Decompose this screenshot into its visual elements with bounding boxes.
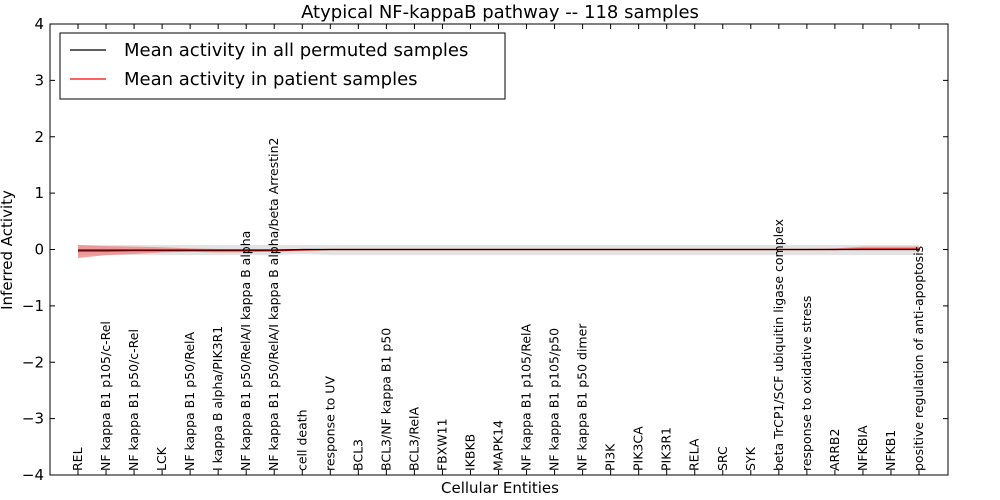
x-tick-label: response to UV [322, 376, 337, 471]
legend-entry: Mean activity in patient samples [124, 69, 418, 90]
patient-band [78, 244, 919, 258]
legend-entry: Mean activity in all permuted samples [124, 40, 468, 61]
x-tick-label: NF kappa B1 p50/RelA/I kappa B alpha [238, 231, 253, 471]
x-tick-label: LCK [154, 446, 169, 471]
x-tick-label: NF kappa B1 p105/p50 [547, 328, 562, 471]
y-tick-label: −2 [22, 353, 44, 371]
y-tick-label: 1 [34, 184, 44, 202]
x-tick-label: NF kappa B1 p50/RelA [182, 331, 197, 471]
chart-title: Atypical NF-kappaB pathway -- 118 sample… [301, 2, 699, 23]
x-tick-label: NFKBIA [855, 425, 870, 471]
y-tick-label: −1 [22, 297, 44, 315]
x-tick-label: BCL3/NF kappa B1 p50 [378, 328, 393, 471]
x-tick-label: PIK3CA [631, 426, 646, 471]
x-tick-label: FBXW11 [434, 418, 449, 471]
x-tick-label: PI3K [603, 443, 618, 471]
x-tick-label: NF kappa B1 p50 dimer [575, 323, 590, 471]
x-axis-label: Cellular Entities [441, 479, 559, 497]
x-tick-label: REL [70, 447, 85, 471]
x-tick-label: MAPK14 [491, 420, 506, 471]
x-tick-label: BCL3 [350, 439, 365, 471]
x-tick-label: RELA [687, 438, 702, 471]
plot-area: −4 −3 −2 −1 0 1 2 3 4 REL NF kappa B1 p105/c-Rel NF… [22, 15, 949, 484]
x-tick-label: SRC [715, 446, 730, 471]
x-tick-label: SYK [743, 446, 758, 471]
y-tick-label: −4 [22, 466, 44, 484]
y-axis-label: Inferred Activity [0, 190, 16, 310]
x-tick-label: IKBKB [462, 434, 477, 471]
x-tick-label: NF kappa B1 p50/c-Rel [126, 329, 141, 471]
x-tick-label: NF kappa B1 p50/RelA/I kappa B alpha/bet… [266, 138, 281, 472]
y-tick-label: −3 [22, 410, 44, 428]
x-tick-label: NFKB1 [883, 430, 898, 471]
legend-box [59, 32, 506, 100]
x-tick-label: beta TrCP1/SCF ubiquitin ligase complex [771, 219, 786, 471]
x-tick-label: I kappa B alpha/PIK3R1 [210, 326, 225, 471]
x-tick-label: ARRB2 [827, 429, 842, 471]
x-tick-label: BCL3/RelA [406, 407, 421, 471]
y-tick-label: 4 [34, 15, 44, 33]
x-tick-label: positive regulation of anti-apoptosis [911, 246, 926, 471]
x-tick-label: cell death [294, 409, 309, 471]
y-tick-label: 2 [34, 128, 44, 146]
x-tick-label: PIK3R1 [659, 427, 674, 471]
y-tick-label: 0 [34, 241, 44, 259]
y-tick-label: 3 [34, 71, 44, 89]
legend: Mean activity in all permuted samples Mea… [59, 32, 506, 100]
series-line-permuted [78, 248, 919, 251]
x-tick-label: NF kappa B1 p105/c-Rel [98, 321, 113, 471]
x-tick-label: NF kappa B1 p105/RelA [519, 324, 534, 471]
x-tick-label: response to oxidative stress [799, 296, 814, 471]
